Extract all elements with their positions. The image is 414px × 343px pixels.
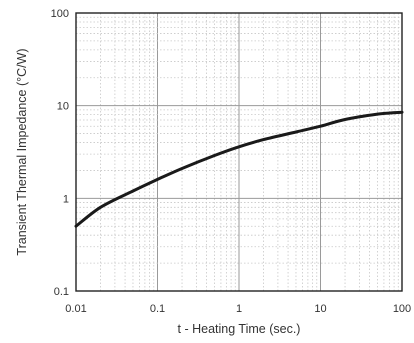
x-axis-label: t - Heating Time (sec.) [178, 322, 301, 336]
y-tick-label: 100 [51, 8, 69, 20]
grid [76, 13, 402, 291]
y-tick-label: 10 [57, 101, 69, 113]
series-line [74, 110, 404, 228]
y-tick-label: 1 [63, 193, 69, 205]
x-tick-label: 100 [393, 303, 411, 315]
x-tick-labels: 0.01 0.1 1 10 100 [65, 303, 411, 315]
x-tick-label: 0.1 [150, 303, 165, 315]
plot-frame [75, 12, 403, 292]
y-tick-label: 0.1 [54, 286, 69, 298]
x-tick-label: 0.01 [65, 303, 86, 315]
x-tick-label: 10 [314, 303, 326, 315]
y-tick-labels: 100 10 1 0.1 [51, 8, 69, 298]
x-tick-label: 1 [236, 303, 242, 315]
y-axis-label: Transient Thermal Impedance (°C/W) [15, 48, 29, 255]
